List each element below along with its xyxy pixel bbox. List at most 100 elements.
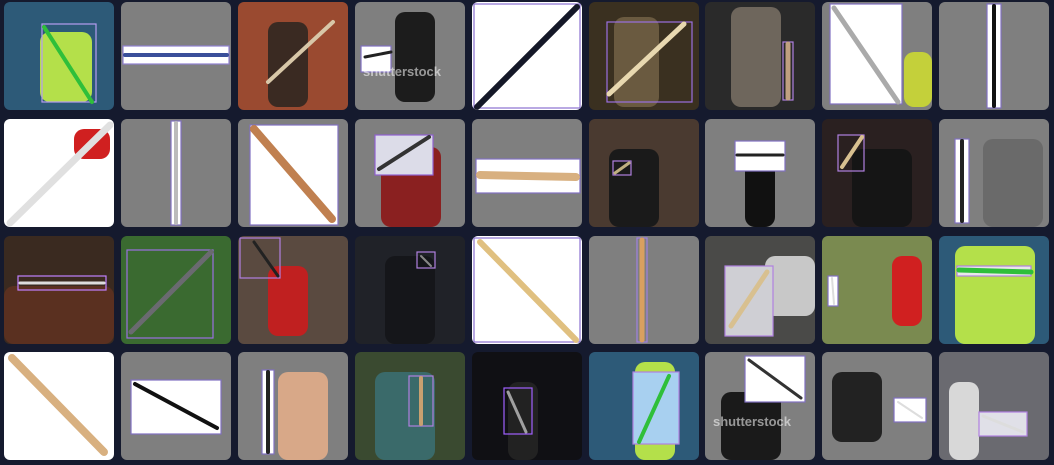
image-tile xyxy=(822,352,932,460)
tile-content xyxy=(472,2,582,110)
image-tile xyxy=(121,2,231,110)
tile-content xyxy=(939,236,1049,344)
baseball-bat xyxy=(613,161,631,175)
tile-content xyxy=(355,119,465,227)
person xyxy=(721,392,781,460)
bounding-box xyxy=(473,237,581,343)
image-tile xyxy=(939,236,1049,344)
tile-content xyxy=(472,352,582,460)
image-tile xyxy=(939,119,1049,227)
watermark: shutterstock xyxy=(363,64,442,79)
image-tile: shutterstock xyxy=(705,352,815,460)
bounding-box xyxy=(606,21,693,103)
person xyxy=(904,52,932,107)
person xyxy=(949,382,979,460)
baseball-bat xyxy=(363,50,393,59)
tile-content xyxy=(472,236,582,344)
baseball-bat xyxy=(981,414,1025,434)
tile-content: shutterstock xyxy=(705,352,815,460)
baseball-bat xyxy=(420,255,432,267)
baseball-bat xyxy=(840,135,864,169)
baseball-bat xyxy=(506,390,528,434)
tile-content xyxy=(705,119,815,227)
baseball-bat xyxy=(8,354,108,456)
baseball-bat xyxy=(133,382,219,430)
person xyxy=(508,382,538,460)
tile-content xyxy=(589,236,699,344)
image-tile xyxy=(705,2,815,110)
baseball-bat xyxy=(252,240,280,278)
baseball-bat xyxy=(897,401,923,419)
tile-content xyxy=(4,119,114,227)
tile-content xyxy=(822,2,932,110)
tile-content xyxy=(822,236,932,344)
baseball-bat xyxy=(606,21,687,97)
baseball-bat xyxy=(128,249,214,335)
person xyxy=(892,256,922,326)
tile-content xyxy=(939,2,1049,110)
baseball-bat xyxy=(956,267,1034,275)
bounding-box xyxy=(473,3,581,109)
tile-content xyxy=(589,352,699,460)
baseball-bat xyxy=(831,5,901,105)
tile-content xyxy=(121,236,231,344)
person xyxy=(765,256,815,316)
image-tile xyxy=(238,236,348,344)
tile-content xyxy=(121,2,231,110)
image-tile xyxy=(589,2,699,110)
image-tile xyxy=(4,2,114,110)
bounding-box xyxy=(41,23,97,103)
bounding-box xyxy=(17,275,107,291)
baseball-bat xyxy=(266,20,335,84)
baseball-bat xyxy=(474,4,580,110)
tile-content xyxy=(705,2,815,110)
image-tile xyxy=(121,236,231,344)
image-tile xyxy=(4,119,114,227)
tile-content xyxy=(822,352,932,460)
image-tile xyxy=(705,236,815,344)
tile-content xyxy=(4,236,114,344)
baseball-bat xyxy=(6,121,114,227)
person xyxy=(832,372,882,442)
bounding-box xyxy=(837,134,865,172)
tile-content xyxy=(472,119,582,227)
watermark: shutterstock xyxy=(713,414,792,429)
bounding-box xyxy=(416,251,436,269)
image-tile xyxy=(822,119,932,227)
tile-content xyxy=(589,2,699,110)
tile-content xyxy=(939,352,1049,460)
baseball-bat xyxy=(831,277,835,305)
baseball-bat xyxy=(377,135,431,171)
baseball-bat xyxy=(250,125,336,223)
tile-content xyxy=(121,119,231,227)
image-tile xyxy=(4,352,114,460)
baseball-bat xyxy=(637,374,671,444)
tile-content xyxy=(238,352,348,460)
image-tile xyxy=(238,352,348,460)
image-tile xyxy=(472,352,582,460)
image-tile xyxy=(589,236,699,344)
tile-content xyxy=(238,236,348,344)
image-tile xyxy=(238,119,348,227)
tile-content xyxy=(238,2,348,110)
tile-content xyxy=(939,119,1049,227)
image-tile xyxy=(705,119,815,227)
tile-content xyxy=(355,352,465,460)
tile-content xyxy=(355,236,465,344)
tile-content xyxy=(238,119,348,227)
baseball-bat xyxy=(728,269,770,329)
person xyxy=(614,17,659,107)
person xyxy=(731,7,781,107)
image-tile xyxy=(472,119,582,227)
baseball-bat xyxy=(477,239,579,343)
baseball-bat xyxy=(42,25,94,104)
tile-content xyxy=(822,119,932,227)
bounding-box xyxy=(239,237,281,279)
tile-content xyxy=(589,119,699,227)
person xyxy=(4,286,114,344)
image-tile xyxy=(472,236,582,344)
tile-content xyxy=(4,352,114,460)
bounding-box xyxy=(126,249,214,339)
